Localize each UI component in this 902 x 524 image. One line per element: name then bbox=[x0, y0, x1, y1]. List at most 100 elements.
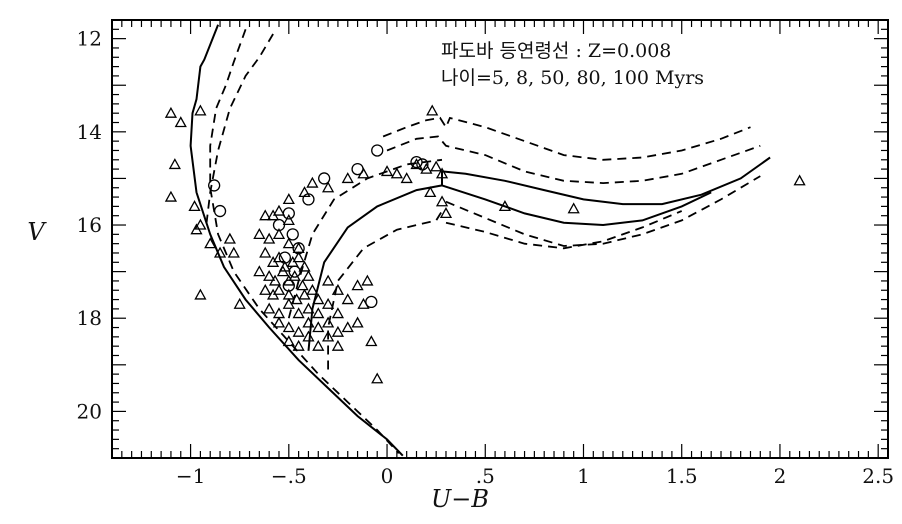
y-tick-label: 18 bbox=[77, 306, 102, 330]
star-circle-marker bbox=[416, 158, 429, 171]
star-triangle-marker bbox=[296, 279, 309, 291]
star-triangle-marker bbox=[567, 202, 580, 214]
star-triangle-marker bbox=[282, 193, 295, 205]
star-triangle-marker bbox=[188, 200, 201, 212]
star-triangle-marker bbox=[164, 190, 178, 202]
star-circle-marker bbox=[282, 207, 295, 220]
star-triangle-marker bbox=[263, 269, 276, 281]
star-circle-marker bbox=[282, 279, 295, 292]
star-triangle-marker bbox=[282, 214, 295, 226]
plot-frame bbox=[111, 19, 889, 459]
star-triangle-marker bbox=[424, 186, 437, 198]
isochrone-solid bbox=[441, 156, 771, 206]
star-triangle-marker bbox=[357, 297, 370, 309]
isochrone-dashed bbox=[445, 175, 761, 247]
star-triangle-marker bbox=[213, 246, 227, 258]
star-triangle-marker bbox=[498, 200, 512, 212]
isochrone-dashed bbox=[386, 135, 761, 185]
star-triangle-marker bbox=[321, 316, 335, 328]
star-circle-marker bbox=[371, 144, 384, 157]
isochrone-solid bbox=[441, 184, 712, 227]
isochrone-solid bbox=[189, 24, 404, 457]
y-tick-label: 14 bbox=[77, 120, 102, 144]
star-triangle-marker bbox=[435, 195, 449, 207]
star-circle-marker bbox=[351, 162, 364, 176]
star-triangle-marker bbox=[410, 158, 423, 170]
star-circle-marker bbox=[278, 251, 292, 264]
isochrone-dashed bbox=[327, 210, 443, 370]
star-triangle-marker bbox=[253, 228, 266, 239]
star-triangle-marker bbox=[194, 288, 207, 300]
star-triangle-marker bbox=[341, 321, 354, 333]
star-triangle-marker bbox=[341, 172, 354, 184]
star-triangle-marker bbox=[233, 297, 246, 309]
star-triangle-marker bbox=[194, 218, 207, 230]
star-triangle-marker bbox=[194, 104, 207, 116]
star-triangle-marker bbox=[312, 293, 325, 305]
star-triangle-marker bbox=[292, 251, 305, 263]
star-triangle-marker bbox=[263, 232, 276, 244]
star-circle-marker bbox=[410, 155, 423, 169]
x-tick-label: .5 bbox=[476, 464, 495, 488]
star-triangle-marker bbox=[204, 237, 217, 249]
star-triangle-marker bbox=[302, 269, 315, 281]
star-triangle-marker bbox=[361, 274, 374, 286]
y-axis-label: V bbox=[27, 218, 47, 246]
y-tick-labels: 12 14 16 18 20 bbox=[77, 27, 102, 424]
star-triangle-marker bbox=[430, 160, 443, 172]
star-triangle-marker bbox=[292, 325, 305, 337]
star-triangle-marker bbox=[435, 167, 449, 179]
star-triangle-marker bbox=[331, 325, 345, 337]
star-triangle-marker bbox=[380, 165, 394, 177]
star-triangle-marker bbox=[321, 297, 335, 309]
star-triangle-marker bbox=[371, 372, 384, 384]
star-circle-marker bbox=[318, 172, 331, 185]
star-triangle-marker bbox=[282, 321, 295, 333]
star-circle-marker bbox=[292, 242, 305, 255]
star-triangle-marker bbox=[272, 204, 286, 216]
star-triangle-marker bbox=[272, 307, 286, 319]
star-triangle-marker bbox=[272, 228, 286, 239]
star-triangle-marker bbox=[282, 237, 295, 249]
star-triangle-marker bbox=[312, 321, 325, 333]
star-triangle-marker bbox=[168, 158, 181, 170]
star-triangle-marker bbox=[292, 339, 305, 351]
star-triangle-marker bbox=[292, 307, 305, 319]
star-triangle-marker bbox=[288, 269, 301, 281]
star-triangle-marker bbox=[223, 232, 236, 244]
star-triangle-marker bbox=[259, 209, 272, 221]
star-triangle-marker bbox=[321, 181, 335, 193]
legend-line-1: 파도바 등연령선 : Z=0.008 bbox=[441, 40, 671, 62]
star-triangle-marker bbox=[321, 330, 335, 342]
star-markers bbox=[164, 104, 806, 384]
legend-line-2: 나이=5, 8, 50, 80, 100 Myrs bbox=[441, 67, 704, 89]
star-triangle-marker bbox=[268, 274, 282, 286]
star-triangle-marker bbox=[259, 283, 272, 295]
star-triangle-marker bbox=[298, 260, 311, 272]
star-triangle-marker bbox=[302, 302, 315, 314]
star-triangle-marker bbox=[312, 339, 325, 351]
star-triangle-marker bbox=[420, 162, 433, 174]
star-circle-marker bbox=[302, 193, 315, 206]
star-triangle-marker bbox=[272, 251, 286, 263]
star-triangle-marker bbox=[331, 339, 345, 351]
star-triangle-marker bbox=[306, 283, 319, 295]
isochrone-dashed bbox=[205, 33, 274, 226]
star-triangle-marker bbox=[331, 283, 345, 295]
star-circle-marker bbox=[213, 204, 227, 218]
star-triangle-marker bbox=[259, 246, 272, 258]
star-circle-marker bbox=[272, 218, 286, 232]
isochrone-dashed bbox=[382, 116, 751, 161]
star-triangle-marker bbox=[276, 265, 290, 277]
star-triangle-marker bbox=[312, 307, 325, 319]
star-circle-marker bbox=[365, 295, 378, 309]
star-triangle-marker bbox=[253, 265, 266, 277]
star-triangle-marker bbox=[341, 293, 354, 305]
star-triangle-marker bbox=[302, 330, 315, 342]
star-triangle-marker bbox=[426, 104, 439, 116]
star-circle-marker bbox=[288, 265, 301, 278]
star-triangle-marker bbox=[351, 279, 364, 291]
star-triangle-marker bbox=[272, 283, 286, 295]
y-tick-label: 16 bbox=[77, 213, 102, 237]
star-triangle-marker bbox=[263, 302, 276, 314]
